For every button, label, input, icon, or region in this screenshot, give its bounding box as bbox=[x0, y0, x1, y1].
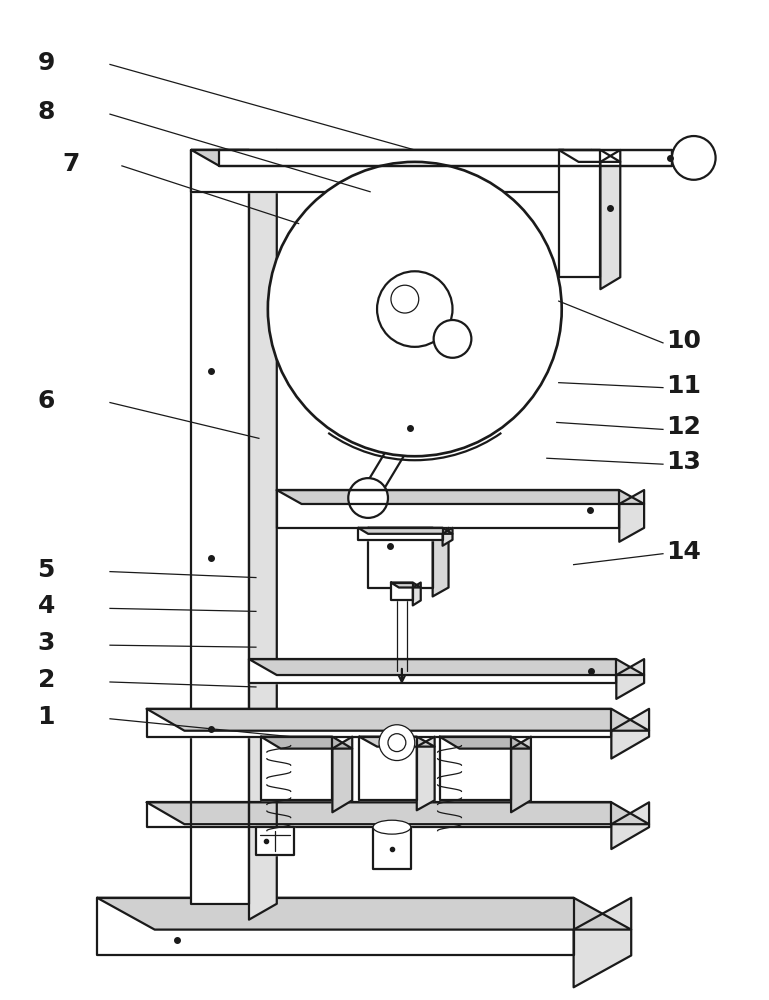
Polygon shape bbox=[147, 802, 649, 824]
Ellipse shape bbox=[373, 820, 411, 834]
Polygon shape bbox=[358, 528, 452, 534]
Polygon shape bbox=[443, 528, 452, 546]
Polygon shape bbox=[191, 150, 277, 166]
Polygon shape bbox=[261, 737, 332, 800]
Polygon shape bbox=[611, 802, 649, 849]
Text: 7: 7 bbox=[62, 152, 80, 176]
Polygon shape bbox=[256, 827, 294, 855]
Circle shape bbox=[388, 734, 406, 752]
Polygon shape bbox=[368, 528, 448, 537]
Polygon shape bbox=[277, 490, 619, 528]
Polygon shape bbox=[277, 490, 644, 504]
Polygon shape bbox=[147, 709, 611, 737]
Polygon shape bbox=[601, 150, 621, 289]
Text: 4: 4 bbox=[38, 594, 55, 618]
Circle shape bbox=[268, 162, 561, 456]
Polygon shape bbox=[359, 737, 434, 747]
Polygon shape bbox=[249, 150, 277, 920]
Polygon shape bbox=[97, 898, 631, 930]
Polygon shape bbox=[97, 898, 574, 955]
Text: 11: 11 bbox=[666, 374, 701, 398]
Polygon shape bbox=[433, 528, 448, 596]
Polygon shape bbox=[619, 490, 644, 542]
Polygon shape bbox=[417, 737, 434, 810]
Polygon shape bbox=[511, 737, 531, 812]
Circle shape bbox=[672, 136, 716, 180]
Text: 2: 2 bbox=[38, 668, 55, 692]
Text: 5: 5 bbox=[38, 558, 55, 582]
Polygon shape bbox=[191, 150, 564, 192]
Text: 9: 9 bbox=[38, 51, 55, 75]
Polygon shape bbox=[219, 150, 672, 166]
Polygon shape bbox=[559, 150, 621, 162]
Circle shape bbox=[434, 320, 471, 358]
Polygon shape bbox=[332, 737, 352, 812]
Polygon shape bbox=[564, 150, 591, 208]
Polygon shape bbox=[574, 898, 631, 987]
Text: 10: 10 bbox=[666, 329, 701, 353]
Polygon shape bbox=[147, 709, 649, 731]
Polygon shape bbox=[440, 737, 531, 749]
Text: 12: 12 bbox=[666, 415, 701, 439]
Text: 14: 14 bbox=[666, 540, 701, 564]
Text: 1: 1 bbox=[38, 705, 55, 729]
Text: 8: 8 bbox=[38, 100, 55, 124]
Circle shape bbox=[379, 725, 414, 761]
Polygon shape bbox=[616, 659, 644, 699]
Polygon shape bbox=[413, 583, 421, 605]
Polygon shape bbox=[358, 528, 443, 540]
Polygon shape bbox=[611, 709, 649, 759]
Polygon shape bbox=[249, 659, 644, 675]
Polygon shape bbox=[559, 150, 601, 277]
Polygon shape bbox=[368, 528, 433, 588]
Polygon shape bbox=[191, 150, 249, 904]
Polygon shape bbox=[391, 583, 421, 588]
Circle shape bbox=[377, 271, 452, 347]
Polygon shape bbox=[440, 737, 511, 800]
Circle shape bbox=[391, 285, 419, 313]
Polygon shape bbox=[261, 737, 352, 749]
Text: 3: 3 bbox=[38, 631, 55, 655]
Polygon shape bbox=[249, 659, 616, 683]
Polygon shape bbox=[373, 827, 411, 869]
Polygon shape bbox=[191, 150, 591, 166]
Polygon shape bbox=[359, 737, 417, 800]
Polygon shape bbox=[391, 583, 413, 600]
Text: 13: 13 bbox=[666, 450, 701, 474]
Circle shape bbox=[348, 478, 388, 518]
Polygon shape bbox=[147, 802, 611, 827]
Text: 6: 6 bbox=[38, 389, 55, 413]
